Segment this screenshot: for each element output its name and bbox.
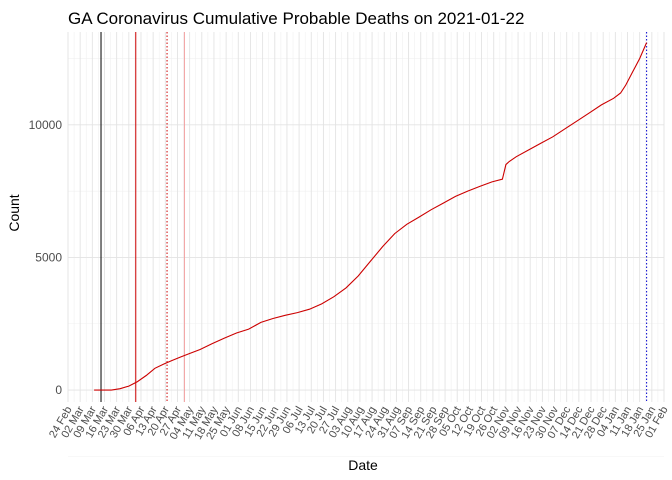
chart-title: GA Coronavirus Cumulative Probable Death… (68, 9, 524, 28)
y-axis-title: Count (6, 194, 22, 231)
grid-lines (67, 32, 665, 457)
reference-lines (100, 32, 648, 402)
y-tick-label: 5000 (35, 250, 62, 264)
series-line (94, 42, 648, 391)
x-axis-title: Date (348, 457, 378, 473)
y-axis-ticks: 0 5000 10000 (29, 118, 63, 397)
y-tick-label: 10000 (29, 118, 63, 132)
y-tick-label: 0 (55, 383, 62, 397)
